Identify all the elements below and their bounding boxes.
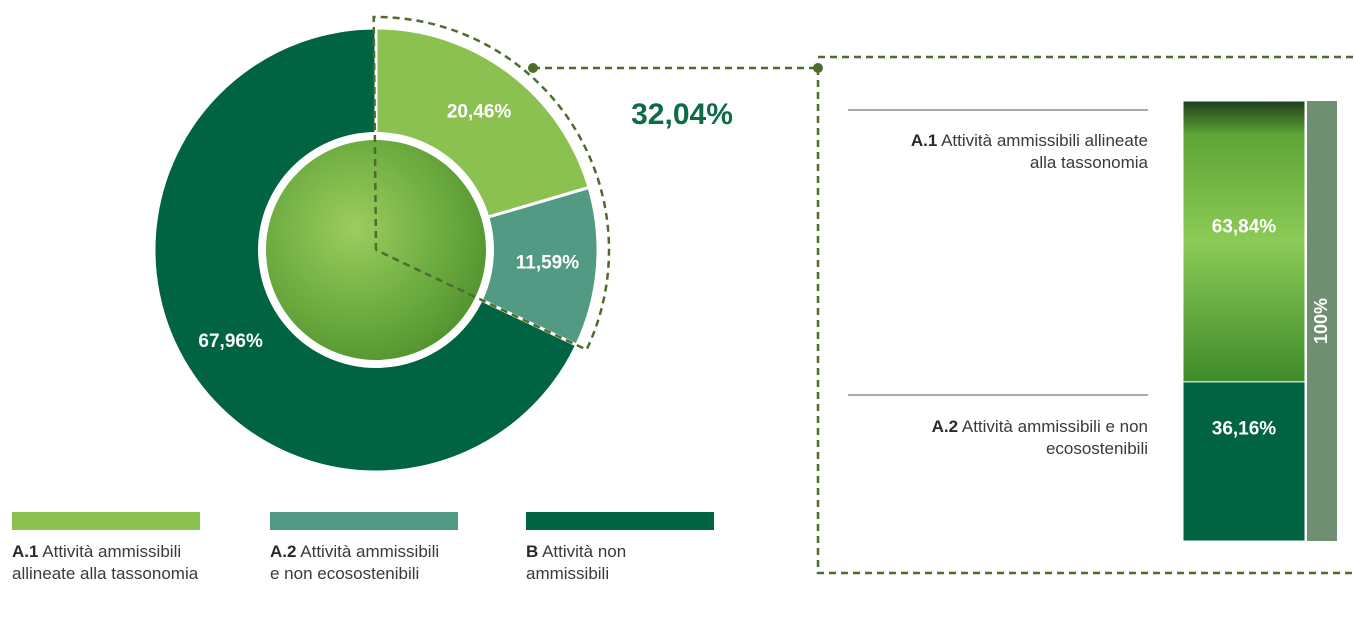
legend-swatch: [270, 512, 458, 530]
chart: 20,46% 11,59% 67,96% 63,84% 36,16% 100% 32,04…: [0, 0, 1354, 619]
legend-text: Attività non ammissibili: [526, 542, 626, 583]
bar-value: 36,16%: [1212, 419, 1277, 440]
bar-text: Attività ammissibili allineate alla tass…: [941, 131, 1148, 172]
bar-segment: [1183, 101, 1305, 382]
bar-code: A.2: [932, 417, 958, 436]
bar-label: A.2 Attività ammissibili e non ecososten…: [868, 416, 1148, 460]
page: 20,46% 11,59% 67,96% 63,84% 36,16% 100% 32,04…: [0, 0, 1354, 619]
legend-text: Attività ammissibili e non ecosostenibil…: [270, 542, 439, 583]
legend-swatch: [12, 512, 200, 530]
slice-label: 20,46%: [447, 101, 512, 122]
highlight-label: 32,04%: [631, 98, 733, 131]
slice-label: 11,59%: [516, 253, 579, 274]
bar-segment: [1183, 382, 1305, 541]
total-label: 100%: [1311, 298, 1331, 344]
legend-text: Attività ammissibili allineate alla tass…: [12, 542, 198, 583]
bar-label: A.1 Attività ammissibili allineate alla …: [898, 130, 1148, 174]
legend-entry: A.1 Attività ammissibili allineate alla …: [12, 541, 202, 585]
slice-label: 67,96%: [198, 331, 263, 352]
bar-value: 63,84%: [1212, 216, 1277, 237]
bar-code: A.1: [911, 131, 937, 150]
callout-dot: [528, 63, 538, 73]
callout-dot: [813, 63, 823, 73]
legend-entry: B Attività non ammissibili: [526, 541, 696, 585]
legend-code: B: [526, 542, 538, 561]
legend-code: A.2: [270, 542, 296, 561]
bar-text: Attività ammissibili e non ecosostenibil…: [962, 417, 1148, 458]
legend-code: A.1: [12, 542, 38, 561]
legend-entry: A.2 Attività ammissibili e non ecososten…: [270, 541, 450, 585]
legend-swatch: [526, 512, 714, 530]
